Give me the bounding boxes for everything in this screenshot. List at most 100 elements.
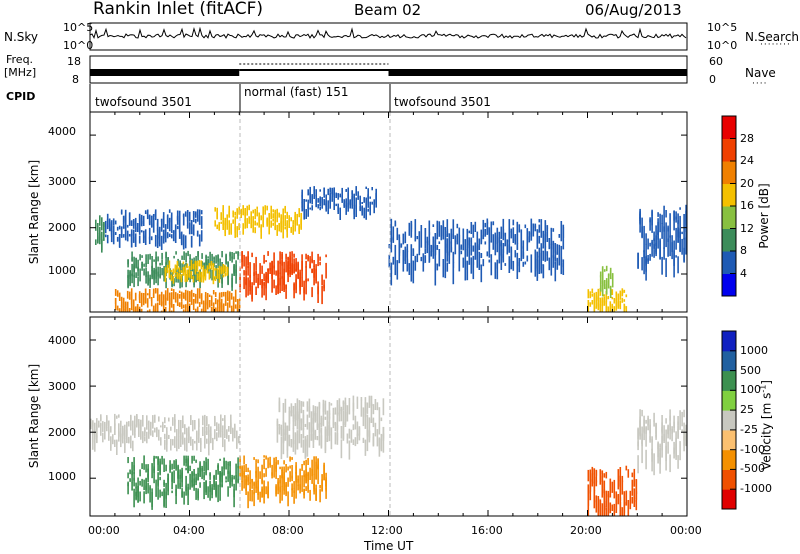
heatmap-cell [621, 289, 624, 295]
heatmap-cell [249, 262, 251, 278]
heatmap-cell [424, 241, 427, 249]
heatmap-cell [470, 237, 473, 256]
heatmap-cell [156, 218, 159, 226]
heatmap-cell [162, 300, 165, 310]
heatmap-cell [135, 258, 137, 268]
heatmap-cell [464, 260, 467, 281]
colorbar-tick-label: 20 [740, 176, 754, 190]
heatmap-cell [174, 436, 176, 448]
heatmap-cell [134, 415, 136, 429]
heatmap-cell [165, 464, 167, 472]
heatmap-cell [370, 396, 373, 404]
heatmap-cell [209, 484, 211, 501]
heatmap-cell [102, 432, 104, 443]
heatmap-cell [355, 197, 357, 210]
velocity-heatmap-cells [90, 395, 687, 516]
heatmap-cell [203, 475, 205, 481]
heatmap-cell [552, 228, 555, 232]
heatmap-cell [414, 255, 417, 271]
heatmap-cell [627, 469, 630, 478]
heatmap-cell [285, 284, 287, 299]
heatmap-cell [326, 425, 329, 436]
heatmap-cell [225, 253, 227, 256]
heatmap-cell [601, 275, 604, 285]
heatmap-cell [134, 217, 137, 233]
heatmap-cell [247, 491, 249, 509]
heatmap-cell [254, 208, 256, 220]
heatmap-cell [617, 480, 620, 490]
heatmap-cell [200, 210, 203, 215]
heatmap-cell [649, 436, 651, 443]
heatmap-cell [629, 504, 632, 510]
heatmap-cell [278, 223, 280, 228]
heatmap-cell [311, 459, 313, 477]
heatmap-cell [446, 219, 449, 238]
heatmap-cell [174, 224, 177, 234]
heatmap-cell [128, 212, 131, 224]
heatmap-cell [500, 226, 503, 239]
heatmap-cell [178, 419, 180, 434]
heatmap-cell [224, 439, 226, 452]
heatmap-cell [382, 398, 385, 416]
heatmap-cell [178, 275, 181, 278]
heatmap-cell [145, 263, 147, 268]
heatmap-cell [152, 422, 154, 427]
heatmap-cell [157, 256, 159, 262]
heatmap-cell [216, 274, 219, 279]
heatmap-cell [152, 308, 155, 311]
heatmap-cell [313, 260, 315, 267]
heatmap-cell [226, 267, 229, 275]
heatmap-cell [212, 268, 215, 278]
heatmap-cell [151, 256, 153, 269]
heatmap-cell [255, 256, 257, 267]
heatmap-cell [667, 227, 669, 232]
heatmap-cell [259, 268, 261, 286]
heatmap-cell [294, 406, 297, 427]
heatmap-cell [167, 478, 169, 484]
heatmap-cell [184, 437, 186, 451]
heatmap-cell [355, 204, 357, 217]
heatmap-cell [318, 429, 321, 446]
heatmap-cell [164, 295, 167, 306]
heatmap-cell [536, 251, 539, 258]
heatmap-cell [544, 220, 547, 231]
heatmap-cell [462, 228, 465, 251]
heatmap-cell [251, 252, 253, 258]
heatmap-cell [343, 202, 345, 206]
heatmap-cell [312, 427, 315, 448]
heatmap-cell [204, 431, 206, 434]
heatmap-cell [230, 226, 232, 233]
heatmap-cell [540, 219, 543, 238]
heatmap-cell [311, 194, 313, 203]
heatmap-cell [126, 230, 129, 242]
heatmap-cell [116, 441, 118, 455]
heatmap-cell [538, 235, 541, 244]
heatmap-cell [378, 407, 381, 429]
heatmap-cell [197, 488, 199, 501]
heatmap-cell [110, 220, 113, 232]
colorbar-tick-label: -25 [740, 422, 758, 436]
heatmap-cell [633, 497, 636, 502]
heatmap-cell [587, 304, 590, 312]
heatmap-cell [269, 456, 271, 466]
heatmap-cell [450, 247, 453, 251]
heatmap-cell [311, 268, 313, 274]
heatmap-cell [160, 294, 163, 307]
heatmap-cell [323, 464, 325, 481]
heatmap-cell [480, 253, 483, 258]
heatmap-cell [216, 308, 219, 312]
heatmap-cell [526, 236, 529, 251]
heatmap-cell [243, 276, 245, 290]
heatmap-cell [685, 435, 687, 447]
noise-trace [89, 26, 687, 40]
heatmap-cell [193, 455, 195, 461]
heatmap-cell [148, 289, 151, 299]
heatmap-cell [321, 274, 323, 286]
heatmap-cell [190, 266, 193, 270]
heatmap-cell [424, 248, 427, 255]
heatmap-cell [218, 296, 221, 309]
heatmap-cell [609, 267, 612, 274]
heatmap-cell [198, 428, 200, 443]
heatmap-cell [659, 213, 661, 233]
